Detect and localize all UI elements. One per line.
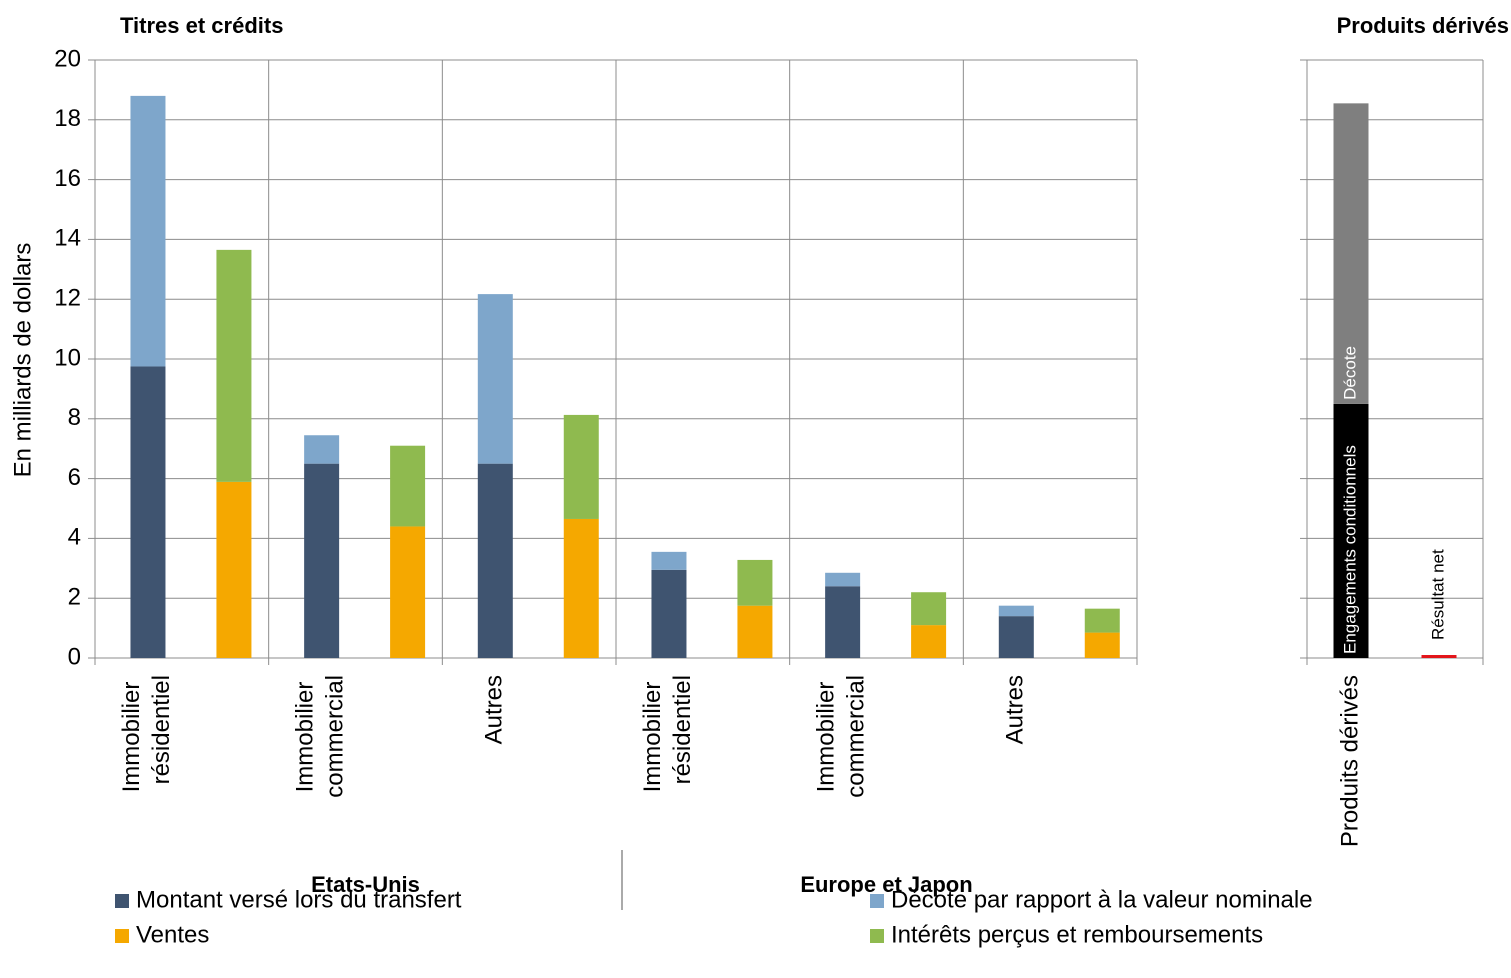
legend-swatch — [870, 929, 884, 943]
x-tick-label: Autres — [1002, 675, 1029, 744]
bar-segment — [1333, 403, 1369, 658]
legend-label: Décote par rapport à la valeur nominale — [891, 886, 1313, 913]
y-tick-label: 20 — [54, 45, 81, 72]
y-tick-label: 12 — [54, 285, 81, 312]
bar-segment — [130, 95, 166, 367]
bar-segment — [130, 366, 166, 658]
group-label: Etats-Unis — [311, 872, 420, 897]
x-tick-label: Immobilier résidentiel — [639, 675, 696, 792]
group-label: Europe et Japon — [800, 872, 972, 897]
bar-segment — [1421, 655, 1457, 658]
x-tick-label: Autres — [481, 675, 508, 744]
bar-segment — [390, 445, 426, 527]
legend-swatch — [115, 894, 129, 908]
bar-segment — [998, 605, 1034, 617]
bar-segment — [998, 616, 1034, 658]
bar-segment — [1333, 103, 1369, 404]
y-tick-label: 2 — [68, 584, 81, 611]
bar-segment — [390, 526, 426, 658]
segment-label: Résultat net — [1428, 549, 1447, 640]
legend-label: Intérêts perçus et remboursements — [891, 921, 1263, 948]
bar-segment — [825, 572, 861, 587]
bar-segment — [825, 586, 861, 658]
y-tick-label: 0 — [68, 643, 81, 670]
segment-label: Décote — [1340, 346, 1359, 400]
bar-segment — [216, 481, 252, 658]
bar-segment — [1084, 608, 1120, 633]
y-tick-label: 18 — [54, 105, 81, 132]
segment-label: Engagements conditionnels — [1340, 445, 1359, 654]
legend-label: Ventes — [136, 921, 209, 948]
y-tick-label: 6 — [68, 464, 81, 491]
y-tick-label: 14 — [54, 225, 81, 252]
bar-segment — [304, 463, 340, 658]
x-tick-label: Immobilier commercial — [292, 675, 349, 798]
x-tick-label: Produits dérivés — [1336, 675, 1363, 847]
y-tick-label: 10 — [54, 344, 81, 371]
legend-swatch — [115, 929, 129, 943]
bar-segment — [651, 569, 687, 658]
bar-segment — [1084, 632, 1120, 658]
chart-title: Titres et crédits — [120, 13, 283, 38]
y-tick-label: 8 — [68, 404, 81, 431]
bar-segment — [911, 625, 947, 658]
bar-segment — [737, 605, 773, 658]
y-tick-label: 4 — [68, 524, 81, 551]
x-tick-label: Immobilier résidentiel — [118, 675, 175, 792]
x-tick-label: Immobilier commercial — [813, 675, 870, 798]
chart-title: Produits dérivés — [1337, 13, 1509, 38]
bar-segment — [304, 435, 340, 464]
bar-segment — [737, 559, 773, 606]
bar-segment — [216, 249, 252, 482]
bar-segment — [563, 414, 599, 519]
legend-label: Montant versé lors du transfert — [136, 886, 462, 913]
bar-segment — [911, 592, 947, 626]
y-axis-label: En milliards de dollars — [9, 243, 36, 478]
legend-swatch — [870, 894, 884, 908]
bar-segment — [563, 518, 599, 658]
bar-segment — [477, 294, 513, 464]
bar-segment — [477, 463, 513, 658]
y-tick-label: 16 — [54, 165, 81, 192]
bar-segment — [651, 551, 687, 570]
